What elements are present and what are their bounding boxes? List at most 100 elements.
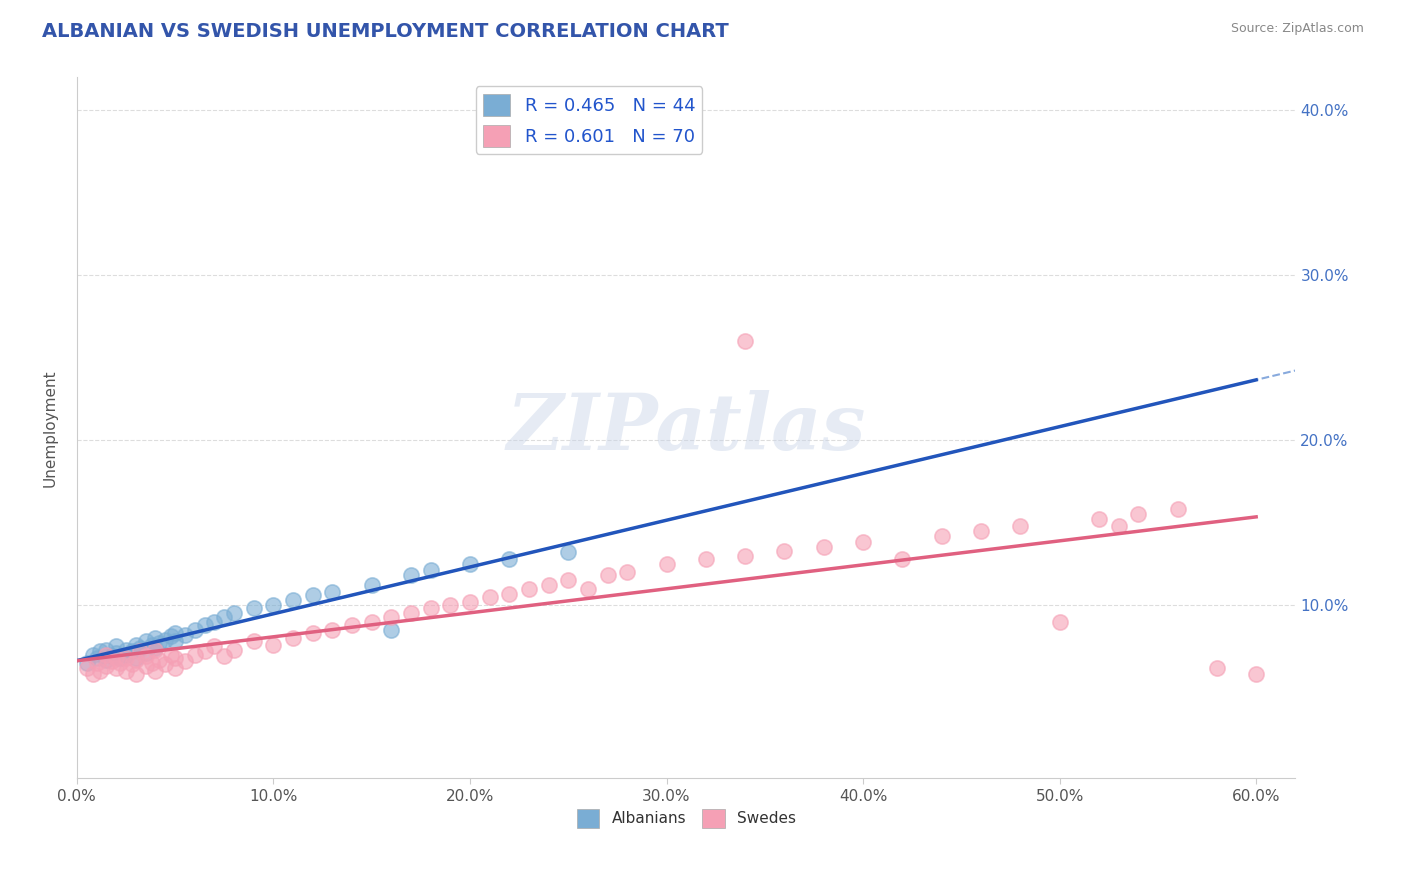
Point: [89, 644, 111, 658]
Point: [115, 651, 138, 665]
Point: [891, 552, 914, 566]
Y-axis label: Unemployment: Unemployment: [44, 369, 58, 487]
Point: [557, 574, 579, 588]
Point: [125, 638, 148, 652]
Point: [537, 578, 560, 592]
Point: [128, 644, 150, 658]
Point: [125, 652, 148, 666]
Point: [96, 652, 118, 666]
Point: [121, 657, 143, 672]
Point: [105, 651, 128, 665]
Point: [96, 659, 118, 673]
Point: [89, 664, 111, 678]
Point: [301, 626, 323, 640]
Point: [82, 667, 104, 681]
Point: [214, 649, 236, 664]
Point: [165, 634, 187, 648]
Point: [96, 648, 118, 662]
Point: [155, 632, 177, 647]
Point: [224, 642, 246, 657]
Point: [194, 644, 217, 658]
Point: [931, 529, 953, 543]
Point: [108, 651, 131, 665]
Point: [121, 644, 143, 658]
Point: [1088, 512, 1111, 526]
Point: [773, 543, 796, 558]
Point: [135, 659, 157, 673]
Point: [321, 585, 343, 599]
Point: [165, 661, 187, 675]
Point: [145, 631, 167, 645]
Point: [1108, 519, 1130, 533]
Point: [135, 634, 157, 648]
Point: [380, 623, 402, 637]
Point: [165, 651, 187, 665]
Point: [655, 557, 678, 571]
Point: [242, 601, 264, 615]
Point: [160, 648, 183, 662]
Point: [141, 638, 163, 652]
Point: [148, 652, 170, 666]
Point: [1010, 519, 1032, 533]
Point: [242, 634, 264, 648]
Point: [224, 607, 246, 621]
Point: [399, 568, 422, 582]
Point: [174, 628, 197, 642]
Point: [174, 654, 197, 668]
Legend: Albanians, Swedes: Albanians, Swedes: [571, 803, 801, 834]
Point: [970, 524, 993, 538]
Point: [204, 615, 226, 629]
Point: [165, 626, 187, 640]
Text: Source: ZipAtlas.com: Source: ZipAtlas.com: [1230, 22, 1364, 36]
Point: [517, 582, 540, 596]
Point: [734, 549, 756, 563]
Point: [616, 565, 638, 579]
Point: [439, 598, 461, 612]
Point: [145, 642, 167, 657]
Point: [360, 578, 382, 592]
Point: [115, 642, 138, 657]
Point: [76, 656, 98, 670]
Point: [419, 601, 441, 615]
Point: [262, 598, 284, 612]
Point: [86, 651, 108, 665]
Point: [360, 615, 382, 629]
Point: [1205, 661, 1227, 675]
Point: [86, 656, 108, 670]
Point: [576, 582, 599, 596]
Point: [194, 618, 217, 632]
Point: [695, 552, 717, 566]
Point: [498, 552, 520, 566]
Point: [419, 564, 441, 578]
Point: [184, 648, 207, 662]
Point: [145, 664, 167, 678]
Point: [155, 657, 177, 672]
Point: [281, 593, 304, 607]
Point: [380, 609, 402, 624]
Point: [184, 623, 207, 637]
Point: [160, 629, 183, 643]
Point: [105, 640, 128, 654]
Point: [204, 640, 226, 654]
Point: [596, 568, 619, 582]
Point: [321, 623, 343, 637]
Point: [1049, 615, 1071, 629]
Point: [214, 609, 236, 624]
Text: ALBANIAN VS SWEDISH UNEMPLOYMENT CORRELATION CHART: ALBANIAN VS SWEDISH UNEMPLOYMENT CORRELA…: [42, 22, 728, 41]
Point: [498, 586, 520, 600]
Point: [101, 654, 124, 668]
Point: [145, 640, 167, 655]
Point: [105, 646, 128, 660]
Point: [852, 535, 875, 549]
Point: [76, 661, 98, 675]
Point: [557, 545, 579, 559]
Point: [141, 656, 163, 670]
Point: [458, 595, 481, 609]
Point: [458, 557, 481, 571]
Point: [813, 541, 835, 555]
Point: [115, 648, 138, 662]
Point: [135, 649, 157, 664]
Point: [125, 667, 148, 681]
Point: [101, 649, 124, 664]
Point: [148, 636, 170, 650]
